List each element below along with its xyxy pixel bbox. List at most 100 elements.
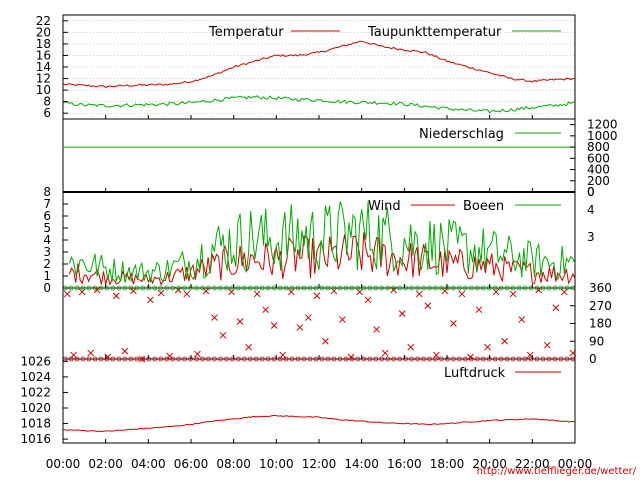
calm-marker-top (468, 285, 474, 291)
calm-marker-top (158, 285, 164, 291)
calm-marker-top (528, 285, 534, 291)
time-tick-label: 00:00 (558, 457, 593, 471)
direction-point (194, 350, 201, 358)
calm-marker-bottom (301, 356, 307, 362)
calm-marker-bottom (319, 356, 325, 362)
direction-point (219, 331, 227, 339)
calm-marker-top (289, 285, 295, 291)
calm-marker-top (92, 285, 98, 291)
calm-marker-top (212, 285, 217, 291)
wind-tick-label: 8 (43, 185, 51, 199)
calm-marker-bottom (218, 356, 223, 362)
calm-marker-top (510, 285, 516, 291)
calm-marker-bottom (325, 356, 331, 362)
calm-marker-top (480, 285, 486, 291)
calm-marker-bottom (295, 356, 301, 362)
calm-marker-bottom (456, 356, 462, 362)
calm-marker-top (194, 285, 199, 291)
calm-marker-top (176, 285, 182, 291)
direction-point (475, 306, 483, 314)
legend-label-wind: Wind (368, 199, 401, 214)
direction-point (313, 292, 321, 300)
footer-url[interactable]: http://www.tiefflieger.de/wetter/ (477, 466, 637, 477)
calm-marker-top (182, 285, 188, 291)
time-tick-label: 00:00 (46, 457, 81, 471)
direction-point (543, 341, 551, 349)
temperature-tick-label: 14 (36, 60, 51, 74)
pressure-tick-label: 1026 (20, 354, 51, 368)
calm-marker-bottom (265, 356, 271, 362)
calm-marker-bottom (343, 356, 349, 362)
direction-point (211, 314, 218, 321)
calm-marker-bottom (152, 356, 158, 362)
calm-marker-top (170, 285, 176, 291)
direction-tick-label: 180 (589, 317, 612, 331)
pressure-tick-label: 1018 (20, 417, 51, 431)
calm-marker-bottom (212, 356, 217, 362)
time-tick-label: 06:00 (174, 457, 209, 471)
calm-marker-bottom (128, 356, 134, 362)
direction-point (157, 289, 165, 297)
precipitation-tick-label: 0 (587, 185, 595, 199)
calm-marker-top (385, 285, 391, 291)
precipitation-tick-label: 400 (587, 163, 610, 177)
calm-marker-bottom (367, 356, 373, 362)
calm-marker-bottom (283, 356, 289, 362)
calm-marker-top (110, 285, 116, 291)
wind-beaufort-tick-label: 0 (587, 185, 595, 199)
series-line-boeen (68, 201, 576, 283)
calm-marker-bottom (385, 356, 391, 362)
pressure-tick-label: 1024 (20, 370, 51, 384)
calm-marker-top (450, 285, 456, 291)
direction-point (458, 290, 466, 298)
direction-point (407, 343, 415, 351)
calm-marker-bottom (134, 356, 140, 362)
precipitation-tick-label: 1000 (587, 129, 618, 143)
wind-tick-label: 2 (43, 257, 51, 271)
calm-marker-bottom (259, 356, 265, 362)
calm-marker-bottom (391, 356, 397, 362)
calm-marker-top (415, 285, 420, 291)
calm-marker-top (122, 285, 128, 291)
temperature-tick-label: 8 (43, 95, 51, 109)
axis-ticks: 6810121416182022020040060080010001200012… (20, 14, 617, 471)
calm-marker-top (116, 285, 122, 291)
direction-point (364, 296, 372, 304)
calm-marker-bottom (122, 356, 128, 362)
calm-marker-top (319, 285, 325, 291)
direction-point (415, 290, 423, 298)
temperature-tick-label: 16 (36, 48, 51, 62)
wind-tick-label: 4 (43, 233, 51, 247)
calm-marker-top (367, 285, 373, 291)
temperature-tick-label: 6 (43, 106, 51, 120)
temperature-tick-label: 12 (36, 72, 51, 86)
calm-marker-top (200, 285, 205, 291)
precipitation-tick-label: 600 (587, 151, 610, 165)
calm-marker-bottom (98, 356, 104, 362)
direction-point (373, 326, 380, 333)
calm-marker-bottom (546, 356, 552, 362)
time-tick-label: 16:00 (387, 457, 422, 471)
legend-precipitation: Niederschlag (419, 127, 561, 142)
calm-marker-top (68, 285, 74, 291)
calm-marker-bottom (421, 356, 426, 362)
calm-marker-top (134, 285, 140, 291)
calm-marker-bottom (170, 356, 176, 362)
calm-marker-top (421, 285, 426, 291)
calm-marker-bottom (206, 356, 211, 362)
legend-label-boeen: Boeen (463, 199, 504, 214)
legend-wind: Wind Boeen (368, 199, 561, 214)
wind-tick-label: 3 (43, 245, 51, 259)
direction-point (166, 352, 174, 360)
calm-marker-top (74, 285, 80, 291)
calm-marker-top (379, 285, 385, 291)
calm-marker-bottom (516, 356, 522, 362)
calm-marker-bottom (510, 356, 516, 362)
calm-marker-top (104, 285, 110, 291)
calm-marker-top (343, 285, 349, 291)
calm-marker-bottom (379, 356, 385, 362)
direction-tick-label: 360 (589, 281, 612, 295)
calm-marker-bottom (104, 356, 110, 362)
